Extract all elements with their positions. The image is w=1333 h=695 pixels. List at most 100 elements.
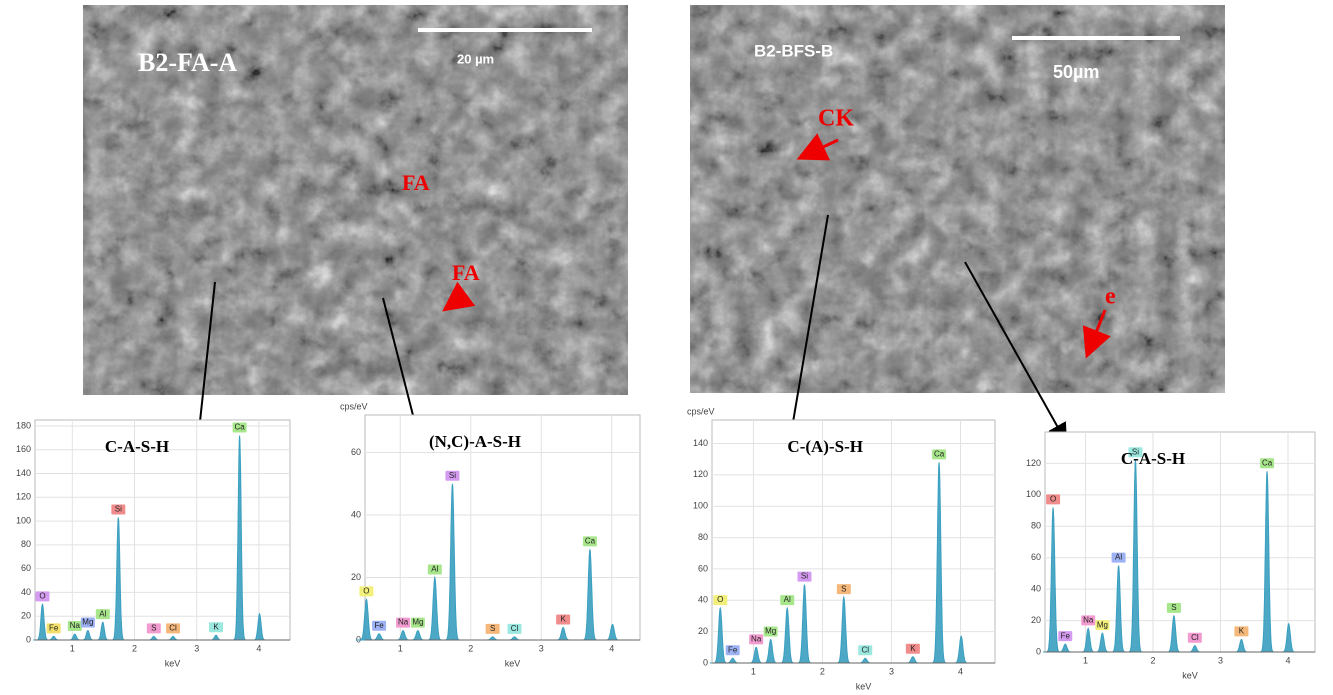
annotation: e [1105, 284, 1116, 310]
peak-label-box [46, 623, 61, 634]
peak-label: S [841, 584, 846, 593]
peak-label: S [151, 624, 156, 633]
peak-label-box [359, 586, 374, 597]
peak-label: Cl [1191, 633, 1199, 642]
scale-label: 50µm [1053, 62, 1099, 82]
plot-area [34, 419, 291, 641]
x-axis-label: keV [505, 658, 521, 668]
arrow [796, 133, 839, 161]
annotation: FA [402, 170, 430, 195]
peak-label-box [208, 622, 223, 633]
y-tick-label: 0 [26, 634, 31, 644]
sem-texture [690, 5, 1225, 393]
peak-label: Si [449, 471, 456, 480]
peak-label: O [363, 586, 369, 595]
x-axis-label: keV [856, 681, 872, 690]
y-tick-label: 20 [1031, 615, 1041, 625]
peak-label: Fe [49, 624, 59, 633]
y-tick-label: 40 [1031, 584, 1041, 594]
peak-label-box [67, 621, 82, 632]
y-tick-label: 100 [693, 501, 708, 511]
y-tick-label: 60 [351, 447, 361, 457]
x-tick-label: 4 [256, 643, 261, 653]
plot-area [711, 419, 996, 664]
peak-label: Cl [169, 624, 177, 633]
chart-title: C-A-S-H [105, 437, 169, 456]
peak-label: O [1050, 495, 1056, 504]
y-tick-label: 80 [698, 532, 708, 542]
peak-label-box [485, 623, 500, 634]
scale-label: 20 µm [457, 51, 494, 66]
x-axis-label: keV [1182, 670, 1198, 680]
peak-label: Si [115, 505, 122, 514]
arrow [782, 214, 829, 444]
peak-label: Al [99, 609, 106, 618]
peak-label-box [763, 626, 778, 637]
y-tick-label: 160 [16, 444, 31, 454]
x-tick-label: 4 [1285, 655, 1290, 665]
peak-label-box [1128, 447, 1143, 458]
peak-label-box [1058, 631, 1073, 642]
y-tick-label: 80 [21, 539, 31, 549]
y-tick-label: 40 [351, 509, 361, 519]
image-label: B2-FA-A [138, 48, 237, 77]
y-tick-label: 20 [351, 572, 361, 582]
peak-label: Al [1115, 553, 1122, 562]
sem-texture [83, 5, 628, 395]
peak-label: Fe [374, 621, 384, 630]
y-tick-label: 140 [16, 468, 31, 478]
y-tick-label: 0 [356, 634, 361, 644]
y-tick-label: 120 [1026, 458, 1041, 468]
y-tick-label: 140 [693, 438, 708, 448]
peak-label-box [372, 620, 387, 631]
y-tick-label: 0 [1036, 646, 1041, 656]
peak-label-box [1234, 626, 1249, 637]
peak-label: Na [1083, 616, 1094, 625]
peak-label-box [836, 584, 851, 595]
peak-label: Ca [1262, 458, 1273, 467]
peak-label: Na [70, 621, 81, 630]
y-tick-label: 80 [1031, 521, 1041, 531]
y-axis-label: cps/eV [687, 406, 715, 416]
peak-label: Al [784, 595, 791, 604]
y-axis-label: cps/eV [340, 401, 368, 411]
y-tick-label: 60 [698, 563, 708, 573]
peak-label-box [713, 595, 728, 606]
peak-label-box [146, 623, 161, 634]
peak-label: Cl [511, 624, 519, 633]
arrow [1082, 309, 1111, 359]
x-tick-label: 2 [132, 643, 137, 653]
peak-label-box [1046, 494, 1061, 505]
x-tick-label: 1 [70, 643, 75, 653]
peak-label-box [556, 614, 571, 625]
y-tick-label: 180 [16, 420, 31, 430]
peak-label-box [445, 470, 460, 481]
peak-label-box [232, 422, 247, 433]
peak-label: Mg [82, 618, 93, 627]
peak-label-box [858, 645, 873, 656]
peak-label-box [725, 645, 740, 656]
peak-label-box [80, 617, 95, 628]
peak-label-box [1095, 620, 1110, 631]
peak-label: K [560, 615, 566, 624]
peak-label: Fe [1061, 631, 1071, 640]
peak-label: Cl [861, 645, 869, 654]
x-tick-label: 1 [751, 666, 756, 676]
peak-label-box [95, 609, 110, 620]
x-tick-label: 3 [1218, 655, 1223, 665]
peak-label: K [910, 644, 916, 653]
x-tick-label: 1 [1083, 655, 1088, 665]
x-tick-label: 4 [958, 666, 963, 676]
x-tick-label: 2 [1150, 655, 1155, 665]
peak-label: Si [801, 572, 808, 581]
peak-label-box [905, 643, 920, 654]
y-tick-label: 0 [703, 657, 708, 667]
peak-label-box [410, 617, 425, 628]
peak-label-box [932, 449, 947, 460]
chart-title: C-(A)-S-H [787, 437, 863, 456]
peak-label-box [749, 634, 764, 645]
peak-label: Mg [765, 627, 776, 636]
peak-label: Mg [1097, 620, 1108, 629]
y-tick-label: 120 [16, 492, 31, 502]
